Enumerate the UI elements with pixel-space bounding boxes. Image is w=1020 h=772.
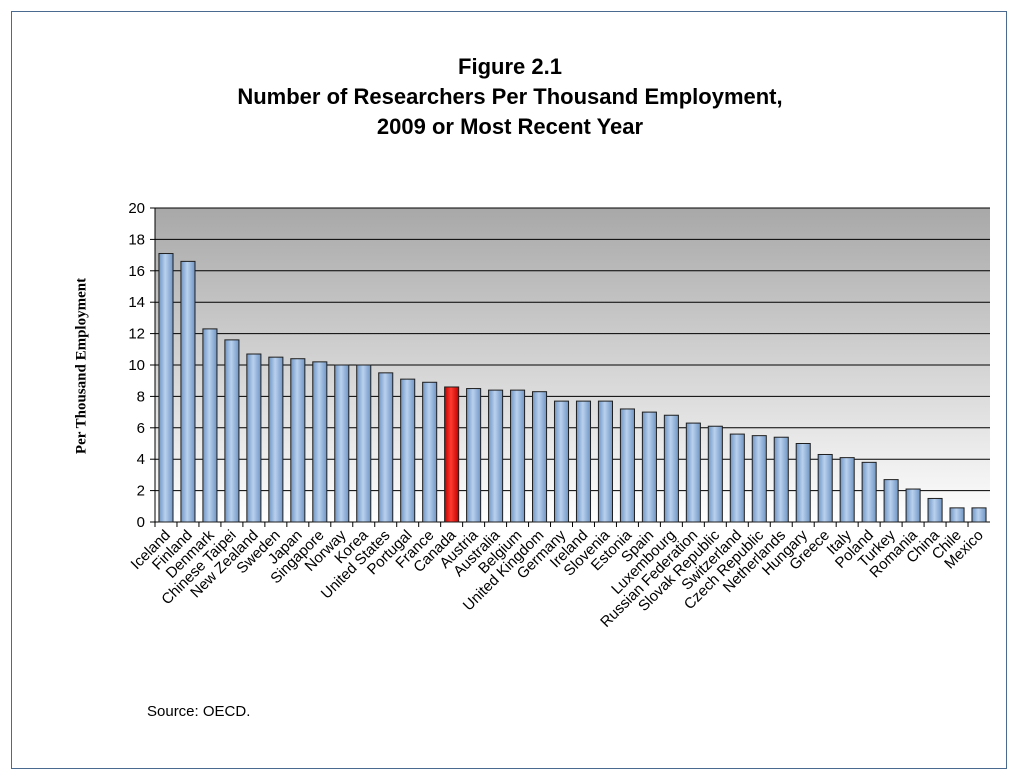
chart-title: Figure 2.1 Number of Researchers Per Tho… [0, 52, 1020, 142]
bar-poland [861, 461, 877, 523]
y-tick-label: 0 [137, 514, 145, 531]
y-tick-label: 20 [128, 200, 145, 217]
bar-luxembourg [663, 414, 679, 523]
y-tick-label: 6 [137, 420, 145, 437]
bar-slovak-republic [707, 425, 723, 523]
y-tick-label: 8 [137, 388, 145, 405]
bar-norway [334, 364, 350, 523]
y-tick-label: 4 [137, 451, 145, 468]
bar-turkey [883, 479, 899, 523]
bar-sweden [268, 356, 284, 523]
bar-ireland [575, 400, 592, 523]
y-tick-labels: 0 2 4 6 8 10 12 14 16 18 20 [128, 200, 145, 531]
bar-belgium [510, 389, 526, 523]
title-line-2: Number of Researchers Per Thousand Emplo… [237, 84, 783, 109]
bar-chinese-taipei [224, 339, 240, 523]
y-tick-label: 14 [128, 294, 145, 311]
bar-czech-republic [751, 435, 767, 523]
bar-spain [641, 411, 657, 523]
bar-denmark [202, 328, 218, 523]
bar-germany [553, 400, 570, 523]
source-note: Source: OECD. [147, 703, 251, 720]
y-tick-label: 10 [128, 357, 145, 374]
bar-greece [817, 453, 833, 523]
y-tick-label: 18 [128, 231, 145, 248]
bar-chile [949, 507, 965, 523]
bar-mexico [971, 507, 987, 523]
bar-new-zealand [246, 353, 262, 523]
y-tick-label: 12 [128, 326, 145, 343]
bar-netherlands [773, 436, 789, 523]
bar-hungary [795, 443, 811, 523]
bar-japan [290, 358, 306, 523]
bar-portugal [400, 378, 416, 523]
bar-united-kingdom [532, 391, 548, 523]
y-tick-label: 2 [137, 483, 145, 500]
bar-canada [444, 386, 460, 523]
title-line-3: 2009 or Most Recent Year [376, 114, 644, 139]
bar-australia [488, 389, 504, 523]
bar-austria [466, 388, 482, 523]
bars [158, 253, 987, 523]
bar-romania [905, 488, 921, 523]
bar-finland [180, 260, 196, 523]
bar-france [422, 381, 438, 523]
bar-slovenia [597, 400, 613, 523]
bar-korea [356, 364, 372, 523]
y-tick-label: 16 [128, 263, 145, 280]
bar-iceland [158, 253, 174, 523]
bar-russian-federation [685, 422, 701, 523]
bar-estonia [619, 408, 635, 523]
title-line-1: Figure 2.1 [458, 54, 562, 79]
bar-switzerland [729, 433, 745, 523]
bar-singapore [312, 361, 328, 523]
bar-china [927, 497, 943, 523]
bar-italy [839, 457, 855, 523]
bar-united-states [378, 372, 394, 523]
